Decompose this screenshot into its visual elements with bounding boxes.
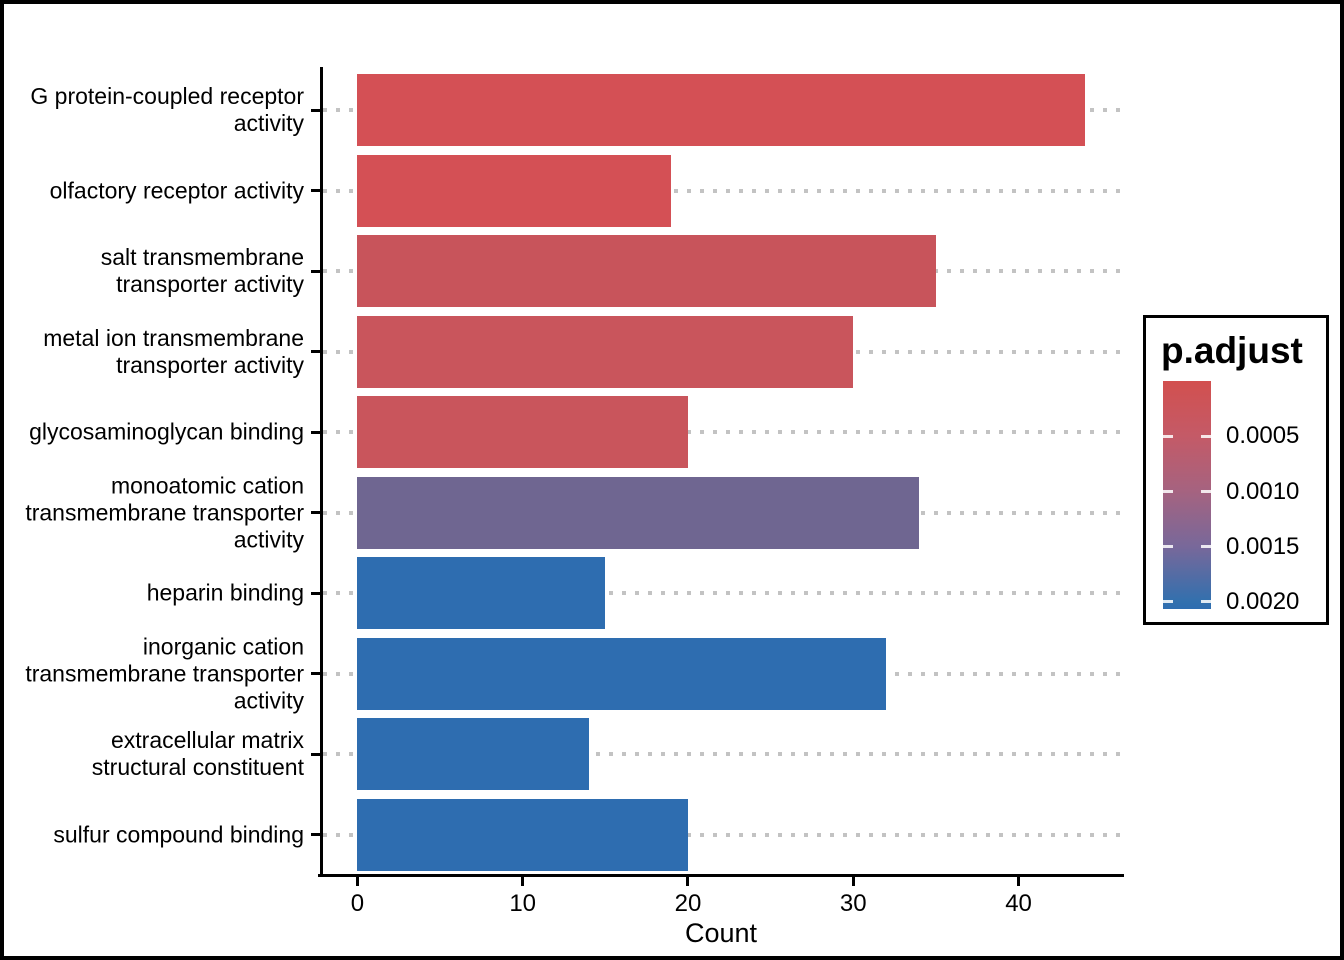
bar [357,557,606,630]
y-axis-tick [311,269,320,273]
legend-gradient-tick [1163,600,1173,604]
bar [357,637,887,710]
legend-gradient-tick [1201,490,1211,494]
x-axis-line [318,874,1124,877]
gridline [323,591,1121,596]
legend-gradient-tick [1201,545,1211,549]
legend-gradient-tick [1163,434,1173,438]
y-axis-tick [311,672,320,676]
legend-gradient-tick [1163,490,1173,494]
x-axis-tick [1017,877,1021,886]
x-axis-tick-label: 20 [674,890,702,917]
y-axis-line [320,67,323,877]
bar [357,74,1085,147]
bar [357,315,854,388]
bar [357,718,589,791]
category-label: heparin binding [146,579,304,606]
y-axis-tick [311,430,320,434]
legend-tick-label: 0.0015 [1226,532,1300,560]
gridline [323,188,1121,193]
bar [357,154,672,227]
legend-tick-label: 0.0020 [1226,587,1300,615]
gridline [323,832,1121,837]
legend-gradient-tick [1163,545,1173,549]
category-label: metal ion transmembrane transporter acti… [43,324,304,378]
x-axis-tick-label: 0 [350,890,365,917]
bar [357,235,936,308]
y-axis-tick [311,511,320,515]
category-label: extracellular matrix structural constitu… [91,727,304,781]
x-axis-tick [355,877,359,886]
y-axis-labels: G protein-coupled receptor activity olfac… [0,0,304,960]
legend-tick-label: 0.0005 [1226,422,1300,450]
y-axis-tick [311,833,320,837]
x-axis-tick-label: 40 [1005,890,1032,917]
plot-panel [321,70,1121,875]
legend-title: p.adjust [1161,330,1303,371]
gridline [323,430,1121,435]
y-axis-tick [311,752,320,756]
x-axis-tick [686,877,690,886]
x-axis-tick [851,877,855,886]
y-axis-tick [311,350,320,354]
bar [357,396,688,469]
legend-gradient-tick [1201,600,1211,604]
category-label: G protein-coupled receptor activity [30,83,304,137]
category-label: inorganic cation transmembrane transport… [25,633,304,714]
category-label: salt transmembrane transporter activity [100,244,304,298]
x-axis-tick [521,877,525,886]
category-label: sulfur compound binding [53,821,304,848]
legend-gradient-bar [1163,381,1211,609]
x-axis-tick-label: 30 [839,890,867,917]
legend: p.adjust 0.0005 0.0010 0.0015 0.0020 [1143,315,1329,625]
legend-gradient-tick [1201,434,1211,438]
legend-tick-label: 0.0010 [1226,477,1300,505]
bar [357,476,920,549]
y-axis-tick [311,108,320,112]
gridline [323,752,1121,757]
y-axis-tick [311,591,320,595]
y-axis-tick [311,189,320,193]
x-axis-tick-label: 10 [509,890,537,917]
x-axis-title: Count [684,918,758,948]
category-label: glycosaminoglycan binding [29,418,304,445]
category-label: olfactory receptor activity [49,177,304,204]
category-label: monoatomic cation transmembrane transpor… [25,472,304,553]
bar [357,798,688,871]
